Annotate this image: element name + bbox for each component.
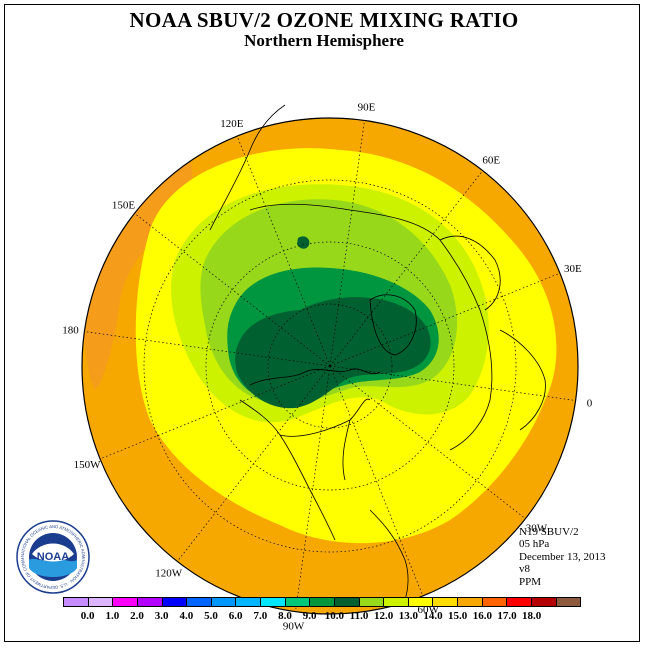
longitude-label: 60E bbox=[482, 155, 500, 167]
figure-frame bbox=[4, 4, 640, 642]
noaa-logo-emblem: NOAA NATIONAL OCEANIC AND ATMOSPHERIC AD… bbox=[14, 516, 90, 594]
color-scale-cell bbox=[88, 598, 114, 606]
color-scale-cell bbox=[236, 598, 261, 606]
longitude-label: 30W bbox=[526, 522, 548, 534]
longitude-label: 90E bbox=[358, 102, 376, 114]
meridian-line bbox=[329, 120, 365, 367]
meridian-line bbox=[329, 365, 576, 401]
color-scale-bar bbox=[63, 597, 581, 607]
color-scale-cell bbox=[310, 598, 335, 606]
color-scale-cell bbox=[408, 598, 434, 606]
noaa-logo: NOAA NATIONAL OCEANIC AND ATMOSPHERIC AD… bbox=[14, 516, 90, 594]
color-scale-cell bbox=[285, 598, 311, 606]
color-scale-cell bbox=[556, 598, 581, 606]
chart-title: NOAA SBUV/2 OZONE MIXING RATIO bbox=[129, 8, 519, 32]
color-scale-tick-label: 16.0 bbox=[472, 610, 492, 622]
color-scale-cell bbox=[261, 598, 286, 606]
color-scale-cell bbox=[531, 598, 557, 606]
latitude-circle bbox=[267, 303, 393, 429]
color-scale-tick-label: 11.0 bbox=[349, 610, 369, 622]
meridian-line bbox=[329, 365, 424, 597]
meridian-line bbox=[99, 365, 331, 460]
coastline-north-america bbox=[239, 398, 371, 541]
ozone-field bbox=[82, 118, 578, 614]
units-label: PPM bbox=[519, 575, 542, 588]
color-scale-cell bbox=[187, 598, 212, 606]
longitude-label: 120W bbox=[155, 567, 183, 579]
meridian-line bbox=[134, 213, 331, 367]
coastlines bbox=[209, 104, 546, 601]
color-scale-tick-label: 1.0 bbox=[105, 610, 120, 622]
pressure-level-label: 05 hPa bbox=[519, 538, 550, 551]
meridian-line bbox=[329, 272, 561, 367]
longitude-label: 180 bbox=[62, 325, 79, 337]
meridian-line bbox=[84, 331, 331, 367]
coastline-asia-east bbox=[209, 104, 286, 231]
color-scale-tick-label: 18.0 bbox=[522, 610, 542, 622]
longitude-label: 30E bbox=[564, 263, 582, 275]
color-scale-tick-label: 9.0 bbox=[302, 610, 317, 622]
longitude-label: 150W bbox=[74, 459, 102, 471]
color-scale-cell bbox=[137, 598, 163, 606]
coastline-africa bbox=[499, 329, 546, 431]
date-label: December 13, 2013 bbox=[519, 550, 606, 563]
color-scale-cell bbox=[64, 598, 89, 606]
color-scale-tick-label: 3.0 bbox=[154, 610, 169, 622]
zone-orange-patch bbox=[160, 118, 260, 135]
longitude-label: 0 bbox=[587, 397, 593, 409]
meridian-line bbox=[177, 365, 331, 562]
color-scale-cell bbox=[458, 598, 483, 606]
color-scale-tick-label: 13.0 bbox=[398, 610, 418, 622]
color-scale-cell bbox=[433, 598, 458, 606]
coastline-greenland bbox=[369, 294, 417, 356]
color-scale-cell bbox=[359, 598, 385, 606]
satellite-label: N19 SBUV/2 bbox=[519, 526, 579, 538]
coastline-south-america bbox=[369, 509, 409, 601]
longitude-label: 150E bbox=[112, 200, 136, 212]
latitude-circle bbox=[143, 179, 517, 553]
meridian-line bbox=[295, 365, 331, 612]
coastline-canada-arctic bbox=[249, 368, 381, 386]
color-scale-cell bbox=[482, 598, 508, 606]
map-border bbox=[81, 117, 579, 615]
color-scale-tick-label: 12.0 bbox=[374, 610, 394, 622]
color-scale-tick-label: 10.0 bbox=[324, 610, 344, 622]
color-scale-cell bbox=[113, 598, 138, 606]
color-scale-tick-label: 2.0 bbox=[130, 610, 144, 622]
color-scale-tick-label: 6.0 bbox=[228, 610, 243, 622]
color-scale-tick-label: 14.0 bbox=[423, 610, 443, 622]
color-scale-cell bbox=[162, 598, 188, 606]
longitude-label: 90W bbox=[283, 620, 305, 632]
color-scale-ticks: 0.0 1.0 2.0 3.0 4.0 5.0 6.0 7.0 8.0 9.0 10.0 11.0 12… bbox=[63, 610, 581, 624]
longitude-label: 120E bbox=[220, 118, 244, 130]
color-scale-tick-label: 0.0 bbox=[80, 610, 95, 622]
zone-dark-green-spot bbox=[297, 236, 310, 249]
color-scale-tick-label: 8.0 bbox=[278, 610, 292, 622]
meridian-line bbox=[236, 135, 331, 367]
color-scale-cell bbox=[211, 598, 237, 606]
meridian-line bbox=[329, 170, 483, 367]
color-scale-cell bbox=[334, 598, 360, 606]
zone-dark-green bbox=[235, 297, 431, 409]
color-scale-cell bbox=[384, 598, 409, 606]
meridian-line bbox=[329, 365, 526, 519]
map-graticule bbox=[84, 120, 576, 612]
color-scale-tick-label: 4.0 bbox=[179, 610, 194, 622]
version-label: v8 bbox=[519, 563, 530, 576]
noaa-logo-text: NOAA bbox=[37, 551, 69, 563]
color-scale-tick-label: 17.0 bbox=[497, 610, 517, 622]
coastline-eurasia bbox=[249, 203, 501, 451]
color-scale-tick-label: 5.0 bbox=[204, 610, 218, 622]
info-panel: N19 SBUV/2 05 hPa December 13, 2013 v8 P… bbox=[519, 526, 605, 588]
latitude-circle bbox=[205, 241, 455, 491]
chart-subtitle: Northern Hemisphere bbox=[244, 31, 404, 50]
color-scale-tick-label: 7.0 bbox=[253, 610, 268, 622]
color-scale-cell bbox=[507, 598, 532, 606]
color-scale-tick-label: 15.0 bbox=[448, 610, 468, 622]
